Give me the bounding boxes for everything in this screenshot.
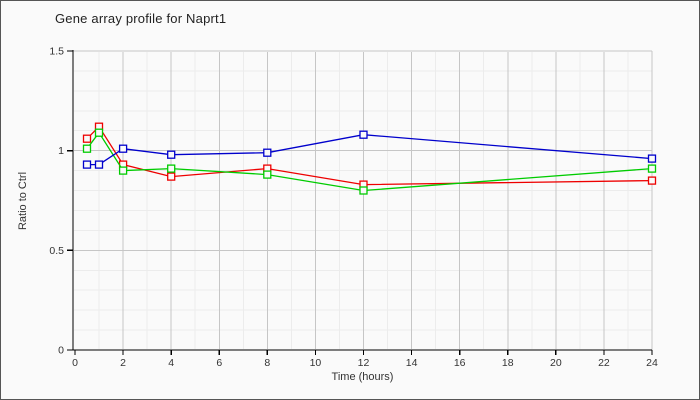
svg-text:0.5: 0.5 <box>49 245 64 257</box>
svg-text:14: 14 <box>406 357 418 369</box>
svg-text:0: 0 <box>58 345 64 357</box>
svg-text:4: 4 <box>168 357 174 369</box>
svg-text:12: 12 <box>358 357 370 369</box>
svg-text:24: 24 <box>646 357 658 369</box>
svg-text:0: 0 <box>72 357 78 369</box>
svg-text:2: 2 <box>120 357 126 369</box>
chart-title: Gene array profile for Naprt1 <box>55 11 227 26</box>
svg-text:22: 22 <box>598 357 610 369</box>
x-axis-label: Time (hours) <box>331 371 394 383</box>
svg-text:18: 18 <box>502 357 514 369</box>
svg-text:1: 1 <box>58 145 64 157</box>
y-axis-label: Ratio to Ctrl <box>17 171 29 231</box>
svg-text:20: 20 <box>550 357 562 369</box>
svg-text:16: 16 <box>454 357 466 369</box>
svg-text:8: 8 <box>264 357 270 369</box>
svg-text:10: 10 <box>310 357 322 369</box>
svg-text:6: 6 <box>216 357 222 369</box>
svg-text:1.5: 1.5 <box>49 46 64 58</box>
